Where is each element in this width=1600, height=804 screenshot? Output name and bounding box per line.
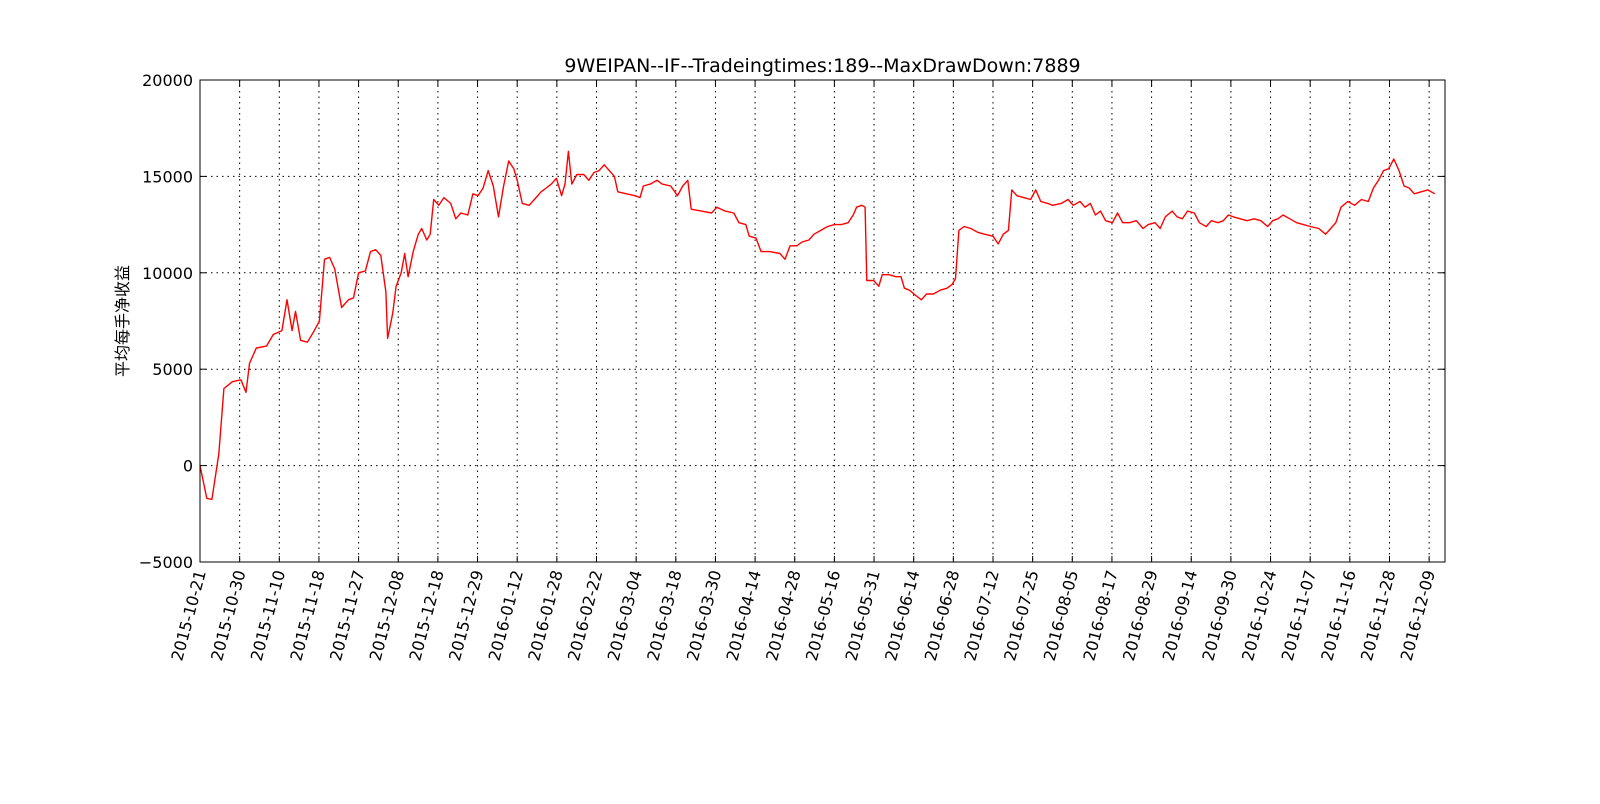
x-tick-label: 2016-05-16 xyxy=(802,568,844,663)
x-tick-label: 2016-03-18 xyxy=(643,568,685,663)
x-tick-label: 2016-09-30 xyxy=(1198,568,1240,663)
x-tick-label: 2016-08-17 xyxy=(1079,568,1121,663)
x-tick-label: 2016-02-22 xyxy=(564,568,606,663)
y-tick-label: 15000 xyxy=(142,167,193,186)
x-tick-label: 2016-08-29 xyxy=(1119,568,1161,663)
x-tick-label: 2016-04-14 xyxy=(723,568,765,663)
y-tick-label: 5000 xyxy=(152,360,193,379)
x-tick-label: 2016-09-14 xyxy=(1159,568,1201,663)
y-axis: 20000 15000 10000 5000 0 −5000 xyxy=(139,71,1445,572)
x-tick-label: 2016-12-09 xyxy=(1397,568,1439,663)
series-group xyxy=(199,150,1436,500)
x-tick-label: 2016-04-28 xyxy=(762,568,804,663)
x-tick-label: 2016-07-12 xyxy=(960,568,1002,663)
x-tick-label: 2015-11-10 xyxy=(247,568,289,663)
x-tick-label: 2016-11-07 xyxy=(1278,568,1320,663)
plot-frame xyxy=(199,79,1446,563)
x-tick-label: 2016-11-16 xyxy=(1317,568,1359,663)
x-tick-label: 2016-07-25 xyxy=(1000,568,1042,663)
x-tick-label: 2016-11-28 xyxy=(1357,568,1399,663)
x-tick-label: 2016-10-24 xyxy=(1238,568,1280,663)
x-tick-label: 2016-01-12 xyxy=(485,568,527,663)
chart-title: 9WEIPAN--IF--Tradeingtimes:189--MaxDrawD… xyxy=(564,55,1080,77)
x-tick-label: 2016-03-04 xyxy=(604,568,646,663)
x-tick-label: 2015-11-27 xyxy=(326,568,368,663)
y-tick-label: 20000 xyxy=(142,71,193,90)
x-tick-label: 2015-12-08 xyxy=(366,568,408,663)
x-tick-label: 2015-10-30 xyxy=(207,568,249,663)
y-tick-label: 10000 xyxy=(142,264,193,283)
x-tick-label: 2016-06-14 xyxy=(881,568,923,663)
x-tick-label: 2016-03-30 xyxy=(683,568,725,663)
x-tick-label: 2016-06-28 xyxy=(921,568,963,663)
x-tick-label: 2016-05-31 xyxy=(841,568,883,663)
x-tick-label: 2015-10-21 xyxy=(167,568,209,663)
x-tick-label: 2015-12-18 xyxy=(405,568,447,663)
x-axis: 2015-10-212015-10-302015-11-102015-11-18… xyxy=(167,80,1439,663)
x-tick-label: 2015-12-29 xyxy=(445,568,487,663)
y-tick-label: −5000 xyxy=(139,553,193,572)
grid-lines xyxy=(200,80,1445,562)
x-tick-label: 2016-08-05 xyxy=(1040,568,1082,663)
x-tick-label: 2015-11-18 xyxy=(286,568,328,663)
series-line xyxy=(199,150,1436,500)
x-tick-label: 2016-01-28 xyxy=(524,568,566,663)
y-axis-label: 平均每手净收益 xyxy=(113,265,132,377)
y-tick-label: 0 xyxy=(183,457,193,476)
